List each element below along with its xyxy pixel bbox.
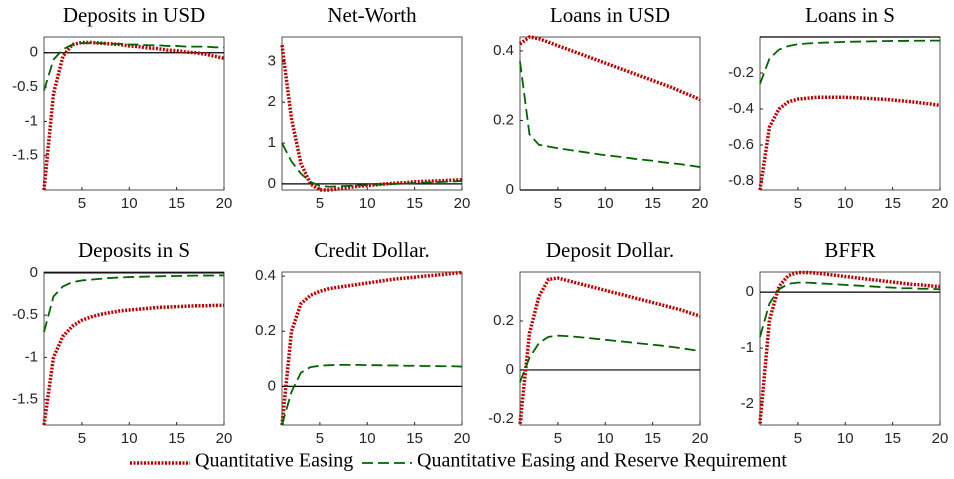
x-tick-label: 10 [359,430,376,447]
series-line [758,95,941,191]
y-tick-label: -0.2 [728,64,754,81]
series-line [518,276,701,424]
chart-title: Credit Dollar. [314,238,429,262]
y-tick-label: 0 [268,175,276,192]
x-tick-label: 10 [597,430,614,447]
series-line [280,44,463,192]
x-tick-label: 15 [644,430,661,447]
x-tick-label: 5 [794,430,802,447]
y-tick-label: -1.5 [12,391,38,408]
x-tick-label: 5 [78,195,86,212]
x-tick-label: 5 [78,430,86,447]
series-line [43,42,224,91]
series-line [42,303,224,426]
plot-frame [281,36,463,191]
legend-label: Quantitative Easing and Reserve Requirem… [417,450,787,472]
chart-title: Net-Worth [327,3,417,27]
x-tick-label: 5 [554,195,562,212]
x-tick-label: 5 [316,430,324,447]
y-tick-label: 0 [746,283,754,300]
y-tick-label: 0 [506,361,514,378]
y-tick-label: 0.2 [493,312,514,329]
y-tick-label: 3 [268,52,276,69]
series-line [758,270,941,424]
y-tick-label: -1 [741,339,754,356]
y-tick-label: 1 [268,134,276,151]
y-tick-label: -0.5 [12,306,38,323]
x-tick-label: 5 [554,430,562,447]
y-tick-label: -1 [25,348,38,365]
chart-title: Deposit Dollar. [546,238,674,262]
x-tick-label: 10 [359,195,376,212]
x-tick-label: 20 [216,195,233,212]
plot-frame [43,271,225,426]
series-line [519,61,701,168]
y-tick-label: -0.2 [488,410,514,427]
x-tick-label: 15 [644,195,661,212]
x-tick-label: 20 [692,195,709,212]
x-tick-label: 10 [121,430,138,447]
y-tick-label: -0.8 [728,172,754,189]
chart-title: BFFR [824,238,875,262]
series-line [42,40,225,191]
x-tick-label: 15 [168,430,185,447]
plot-frame [43,36,225,191]
x-tick-label: 10 [837,430,854,447]
chart-title: Deposits in S [78,238,190,262]
y-tick-label: 0.2 [255,322,276,339]
y-tick-label: -1.5 [12,147,38,164]
y-tick-label: 0 [506,181,514,198]
x-tick-label: 20 [216,430,233,447]
x-tick-label: 10 [597,195,614,212]
plot-frame [519,271,701,426]
x-tick-label: 20 [454,430,471,447]
y-tick-label: 2 [268,93,276,110]
x-tick-label: 15 [884,430,901,447]
series-line [280,270,463,426]
y-tick-label: -0.6 [728,136,754,153]
x-tick-label: 10 [837,195,854,212]
y-tick-label: -2 [741,395,754,412]
series-line [281,364,463,426]
plot-frame [519,36,701,191]
plot-frame [759,36,941,191]
plot-frame [281,271,463,426]
y-tick-label: 0.4 [255,267,276,284]
series-line [759,39,940,85]
x-tick-label: 10 [121,195,138,212]
x-tick-label: 5 [794,195,802,212]
x-tick-label: 20 [692,430,709,447]
y-tick-label: 0 [30,44,38,61]
x-tick-label: 20 [932,195,949,212]
chart-title: Loans in S [805,3,895,27]
y-tick-label: -0.5 [12,78,38,95]
y-tick-label: 0.2 [493,111,514,128]
chart-title: Loans in USD [550,3,670,27]
x-tick-label: 15 [884,195,901,212]
x-tick-label: 20 [454,195,471,212]
x-tick-label: 15 [406,195,423,212]
y-tick-label: 0 [30,264,38,281]
series-line [43,274,225,333]
x-tick-label: 20 [932,430,949,447]
x-tick-label: 5 [316,195,324,212]
series-line [519,334,701,383]
legend-label: Quantitative Easing [195,450,353,472]
y-tick-label: -0.4 [728,100,754,117]
series-line [759,281,941,338]
y-tick-label: -1 [25,112,38,129]
x-tick-label: 15 [406,430,423,447]
y-tick-label: 0 [268,377,276,394]
series-line [281,142,463,188]
series-line [518,35,701,102]
plot-frame [759,271,941,426]
y-tick-label: 0.4 [493,42,514,59]
chart-title: Deposits in USD [63,3,205,27]
x-tick-label: 15 [168,195,185,212]
